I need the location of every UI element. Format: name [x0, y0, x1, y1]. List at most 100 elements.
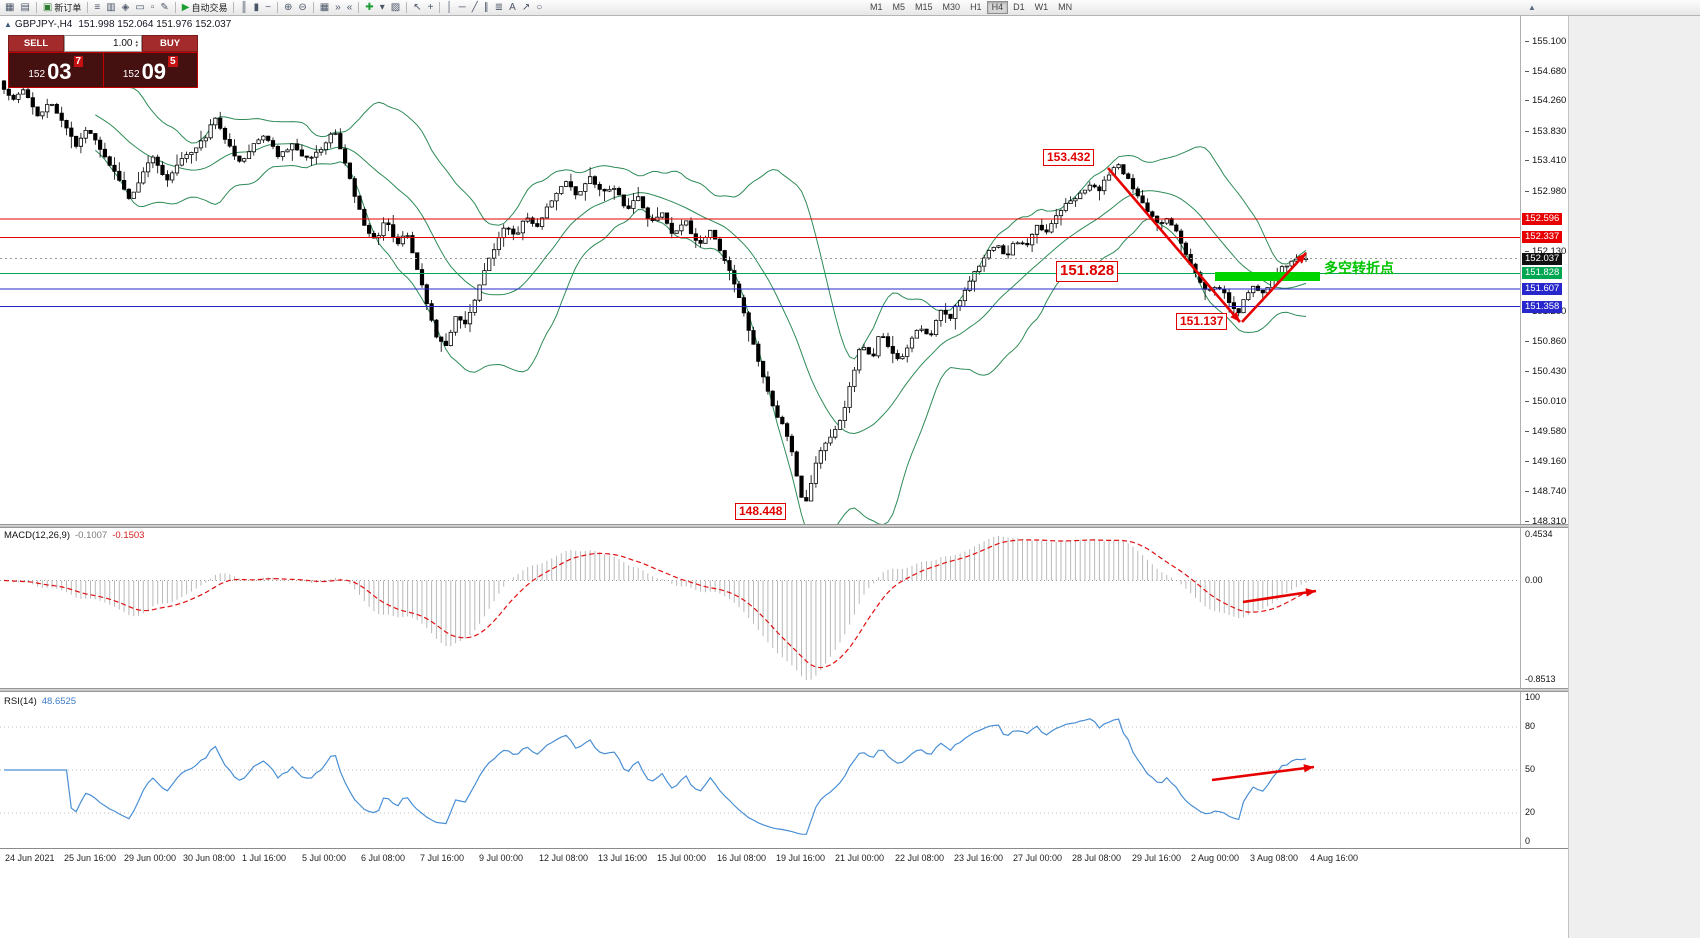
trendline-button[interactable]: ╱ — [469, 1, 481, 15]
tile-windows-icon: ▦ — [319, 1, 330, 13]
shapes-button[interactable]: ○ — [533, 1, 545, 15]
timeframe-button-mn[interactable]: MN — [1058, 2, 1073, 12]
metaeditor-icon: ✎ — [160, 1, 169, 13]
price-axis-label: 148.740 — [1525, 486, 1566, 498]
horizontal-line-button[interactable]: ─ — [456, 1, 469, 15]
text-button[interactable]: A — [506, 1, 519, 15]
timeframe-button-m15[interactable]: M15 — [915, 2, 933, 12]
timeframe-button-m1[interactable]: M1 — [870, 2, 883, 12]
terminal-icon: ▭ — [135, 1, 145, 13]
time-axis-label: 29 Jul 16:00 — [1132, 853, 1182, 863]
time-axis-label: 5 Jul 00:00 — [302, 853, 347, 863]
shapes-icon: ○ — [536, 1, 543, 13]
cursor-button[interactable]: ↖ — [410, 1, 424, 15]
timeframe-button-h1[interactable]: H1 — [970, 2, 982, 12]
price-axis-marker: 152.337 — [1522, 231, 1563, 243]
crosshair-button[interactable]: + — [425, 1, 437, 15]
navigator-button[interactable]: ◈ — [119, 1, 133, 15]
volume-input[interactable]: 1.00 ▴ ▾ — [64, 35, 142, 52]
time-axis-label: 21 Jul 00:00 — [835, 853, 885, 863]
sell-price-pip: 7 — [73, 56, 84, 67]
metaeditor-button[interactable]: ✎ — [157, 1, 171, 15]
chart-window: ▲ GBPJPY-,H4 151.998 152.064 151.976 152.0… — [0, 16, 1568, 938]
time-axis[interactable]: 24 Jun 2021 25 Jun 16:00 29 Jun 00:00 30 Ju… — [0, 848, 1568, 868]
price-chart-canvas[interactable] — [0, 16, 1568, 524]
new-order-button[interactable]: ▣ 新订单 — [40, 1, 84, 15]
indicators-button[interactable]: ✚ — [362, 1, 376, 15]
new-chart-button[interactable]: ▦ — [2, 1, 17, 15]
rsi-scale-label: 100 — [1525, 692, 1541, 702]
timeframe-button-d1[interactable]: D1 — [1013, 2, 1025, 12]
text-icon: A — [509, 1, 516, 13]
macd-scale-zero: 0.00 — [1525, 575, 1543, 585]
buy-price-big: 09 — [141, 59, 167, 84]
rsi-indicator-label: RSI(14) 48.6525 — [4, 696, 76, 707]
time-axis-label: 3 Aug 08:00 — [1250, 853, 1299, 863]
toolbar-overflow-icon[interactable]: ▲ — [1528, 3, 1536, 12]
price-annotation: 153.432 — [1043, 149, 1095, 166]
rsi-scale-label: 50 — [1525, 764, 1536, 774]
fibonacci-icon: ≣ — [494, 1, 504, 13]
tile-windows-button[interactable]: ▦ — [317, 1, 332, 15]
one-click-trading-panel: SELL 1.00 ▴ ▾ BUY 152 03 7 152 — [8, 35, 198, 88]
time-axis-label: 2 Aug 00:00 — [1191, 853, 1240, 863]
buy-price-pip: 5 — [168, 56, 178, 67]
vertical-line-icon: │ — [446, 1, 453, 13]
candlestick-chart-button[interactable]: ▮ — [251, 1, 263, 15]
timeframe-button-m5[interactable]: M5 — [892, 2, 906, 12]
time-axis-label: 19 Jul 16:00 — [776, 853, 826, 863]
channel-button[interactable]: ∥ — [481, 1, 492, 15]
time-axis-label: 9 Jul 00:00 — [479, 853, 524, 863]
price-annotation: 151.137 — [1176, 313, 1228, 330]
line-chart-button[interactable]: ~ — [262, 1, 274, 15]
chart-shift-button[interactable]: « — [344, 1, 356, 15]
sell-price-prefix: 152 — [28, 69, 46, 80]
time-axis-label: 6 Jul 08:00 — [361, 853, 406, 863]
data-window-button[interactable]: ▥ — [103, 1, 118, 15]
buy-price-button[interactable]: 152 09 5 — [104, 53, 198, 87]
panel-splitter-rsi[interactable] — [0, 688, 1568, 692]
macd-panel-canvas[interactable] — [0, 528, 1568, 688]
autotrading-button[interactable]: ▶ 自动交易 — [179, 1, 231, 15]
indicators-icon: ✚ — [365, 1, 374, 13]
terminal-button[interactable]: ▭ — [132, 1, 147, 15]
volume-spinner[interactable]: ▴ ▾ — [135, 38, 138, 49]
templates-button[interactable]: ▨ — [388, 1, 403, 15]
profiles-button[interactable]: ▤ — [17, 1, 32, 15]
rsi-scale-label: 20 — [1525, 807, 1536, 817]
spinner-down-icon[interactable]: ▾ — [135, 42, 138, 49]
time-axis-label: 22 Jul 08:00 — [895, 853, 945, 863]
vertical-line-button[interactable]: │ — [443, 1, 455, 15]
price-axis[interactable]: 0.4534 0.00 -0.8513 155.100 154.680 154.26… — [1520, 16, 1568, 848]
price-axis-label: 152.980 — [1525, 186, 1566, 198]
periods-button[interactable]: ▾ — [377, 1, 388, 15]
zoom-out-button[interactable]: ⊖ — [295, 1, 309, 15]
zoom-in-button[interactable]: ⊕ — [281, 1, 295, 15]
buy-button[interactable]: BUY — [142, 35, 198, 52]
periods-icon: ▾ — [379, 1, 385, 13]
toolbar-separator — [439, 2, 441, 13]
sell-price-button[interactable]: 152 03 7 — [9, 53, 104, 87]
auto-scroll-button[interactable]: » — [332, 1, 344, 15]
macd-name: MACD(12,26,9) — [4, 530, 70, 541]
timeframe-button-h4[interactable]: H4 — [986, 1, 1009, 14]
bar-chart-button[interactable]: ║ — [237, 1, 250, 15]
rsi-scale-label: 0 — [1525, 836, 1531, 846]
panel-splitter-macd[interactable] — [0, 524, 1568, 528]
rsi-panel-canvas[interactable] — [0, 694, 1568, 846]
timeframe-button-m30[interactable]: M30 — [942, 2, 961, 12]
timeframe-button-w1[interactable]: W1 — [1034, 2, 1049, 12]
crosshair-icon: + — [427, 1, 434, 13]
strategy-tester-button[interactable]: ▫ — [148, 1, 158, 15]
fibonacci-button[interactable]: ≣ — [492, 1, 506, 15]
toolbar-separator — [233, 2, 235, 13]
market-watch-button[interactable]: ≡ — [91, 1, 103, 15]
spinner-up-icon[interactable]: ▴ — [135, 38, 138, 45]
macd-scale-min: -0.8513 — [1525, 674, 1556, 684]
toolbar-separator — [276, 2, 278, 13]
sell-button[interactable]: SELL — [8, 35, 64, 52]
arrows-button[interactable]: ↗ — [519, 1, 533, 15]
line-chart-icon: ~ — [265, 1, 271, 13]
toolbar-separator — [358, 2, 360, 13]
